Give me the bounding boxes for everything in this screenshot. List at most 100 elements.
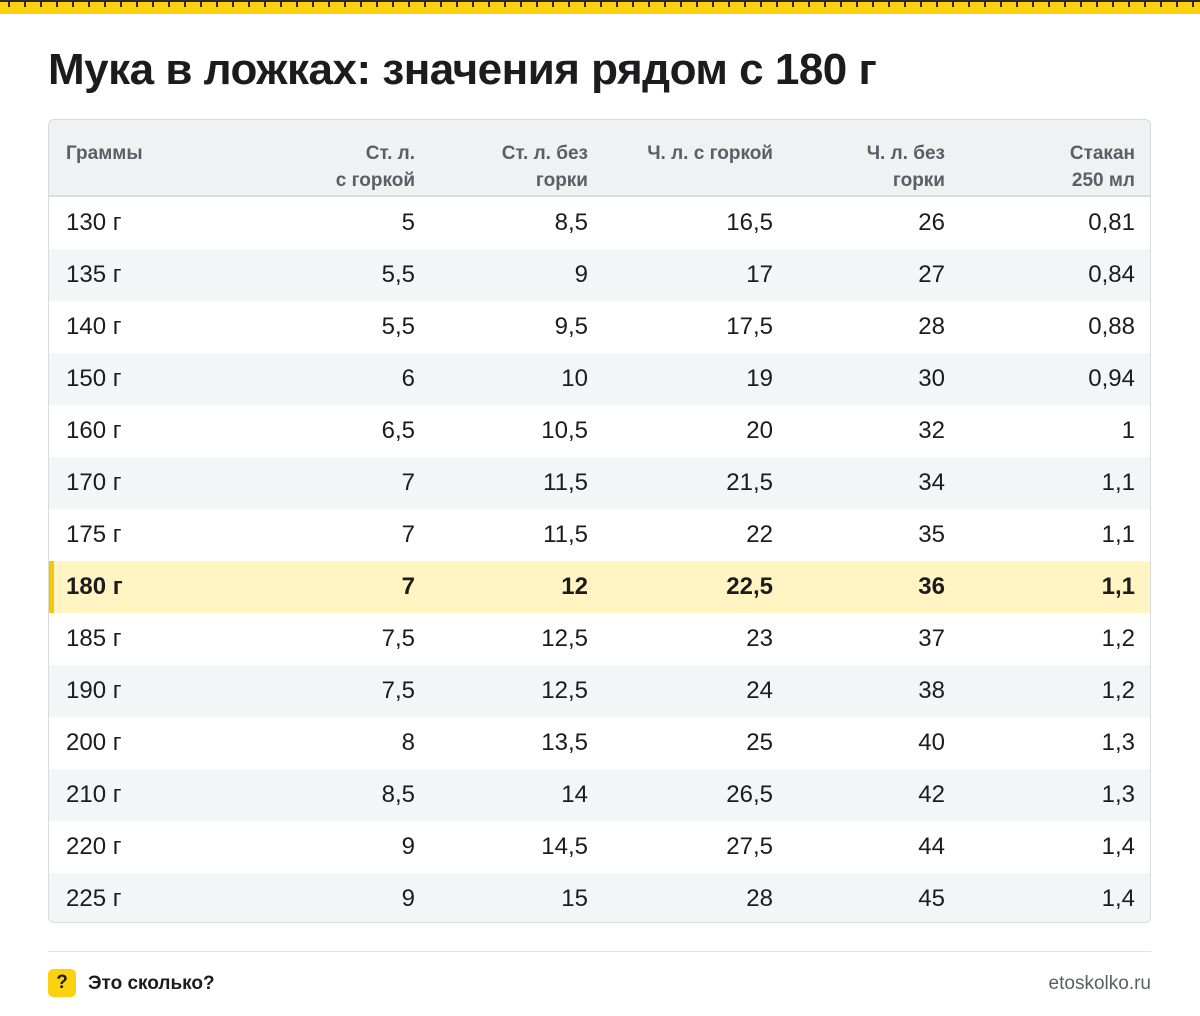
value-cell: 7 [401, 573, 415, 600]
value-cell: 0,84 [1088, 261, 1135, 288]
value-cell: 44 [918, 833, 945, 860]
grams-cell: 130 г [66, 209, 122, 236]
page-title: Мука в ложках: значения рядом с 180 г [48, 45, 877, 94]
table-row: 220 г 9 14,5 27,5 44 1,4 [49, 821, 1150, 873]
column-header-line: Ч. л. без [866, 143, 945, 164]
value-cell: 17 [746, 261, 773, 288]
value-cell: 8 [401, 729, 415, 756]
value-cell: 1,4 [1101, 833, 1135, 860]
value-cell: 30 [918, 365, 945, 392]
value-cell: 38 [918, 677, 945, 704]
value-cell: 1,2 [1101, 625, 1135, 652]
value-cell: 9 [401, 833, 415, 860]
site-url[interactable]: etoskolko.ru [1048, 973, 1151, 994]
table-row: 190 г 7,5 12,5 24 38 1,2 [49, 665, 1150, 717]
value-cell: 1,4 [1101, 885, 1135, 912]
value-cell: 1,1 [1101, 573, 1135, 600]
value-cell: 0,94 [1088, 365, 1135, 392]
value-cell: 7,5 [381, 625, 415, 652]
value-cell: 6 [401, 365, 415, 392]
value-cell: 34 [918, 469, 945, 496]
table-body: 130 г 5 8,5 16,5 26 0,81 135 г 5,5 9 17 27 0,84 140 … [49, 196, 1150, 922]
value-cell: 7 [401, 469, 415, 496]
table-row: 140 г 5,5 9,5 17,5 28 0,88 [49, 301, 1150, 353]
column-header-5: Стакан 250 мл [962, 120, 1150, 196]
table-row: 160 г 6,5 10,5 20 32 1 [49, 405, 1150, 457]
column-header-line: Ст. л. [365, 143, 415, 164]
value-cell: 1,1 [1101, 469, 1135, 496]
column-header-line: Граммы [66, 143, 143, 164]
column-header-3: Ч. л. с горкой [605, 120, 790, 196]
value-cell: 35 [918, 521, 945, 548]
value-cell: 32 [918, 417, 945, 444]
table-header-row: Граммы Ст. л. с горкой Ст. л. без горки Ч. л.… [49, 120, 1150, 196]
grams-cell: 225 г [66, 885, 122, 912]
table-row-highlighted: 180 г 7 12 22,5 36 1,1 [49, 561, 1150, 613]
value-cell: 1,1 [1101, 521, 1135, 548]
value-cell: 5,5 [381, 313, 415, 340]
value-cell: 27,5 [726, 833, 773, 860]
value-cell: 6,5 [381, 417, 415, 444]
table-row: 135 г 5,5 9 17 27 0,84 [49, 249, 1150, 301]
column-header-4: Ч. л. без горки [790, 120, 962, 196]
value-cell: 19 [746, 365, 773, 392]
value-cell: 0,81 [1088, 209, 1135, 236]
question-mark-icon: ? [48, 969, 76, 997]
table-row: 200 г 8 13,5 25 40 1,3 [49, 717, 1150, 769]
value-cell: 9 [574, 261, 588, 288]
grams-cell: 185 г [66, 625, 122, 652]
grams-cell: 140 г [66, 313, 122, 340]
value-cell: 26,5 [726, 781, 773, 808]
table-row: 185 г 7,5 12,5 23 37 1,2 [49, 613, 1150, 665]
value-cell: 1 [1121, 417, 1135, 444]
value-cell: 9 [401, 885, 415, 912]
value-cell: 12 [561, 573, 588, 600]
value-cell: 24 [746, 677, 773, 704]
column-header-line: Ст. л. без [501, 143, 588, 164]
column-header-1: Ст. л. с горкой [249, 120, 432, 196]
column-header-line: Стакан [1069, 143, 1135, 164]
grams-cell: 180 г [49, 561, 249, 613]
value-cell: 27 [918, 261, 945, 288]
value-cell: 17,5 [726, 313, 773, 340]
value-cell: 8,5 [554, 209, 588, 236]
table-row: 175 г 7 11,5 22 35 1,1 [49, 509, 1150, 561]
ruler-strip [0, 0, 1200, 14]
value-cell: 12,5 [541, 677, 588, 704]
value-cell: 9,5 [554, 313, 588, 340]
grams-cell: 200 г [66, 729, 122, 756]
value-cell: 5,5 [381, 261, 415, 288]
value-cell: 37 [918, 625, 945, 652]
column-header-line: с горкой [335, 170, 415, 191]
value-cell: 23 [746, 625, 773, 652]
value-cell: 11,5 [543, 521, 588, 548]
table-row: 225 г 9 15 28 45 1,4 [49, 873, 1150, 922]
value-cell: 0,88 [1088, 313, 1135, 340]
value-cell: 26 [918, 209, 945, 236]
column-header-line: 250 мл [1071, 170, 1135, 191]
grams-cell: 190 г [66, 677, 122, 704]
brand-name: Это сколько? [88, 973, 215, 994]
grams-cell: 220 г [66, 833, 122, 860]
value-cell: 12,5 [541, 625, 588, 652]
column-header-line: горки [892, 170, 945, 191]
grams-cell: 150 г [66, 365, 122, 392]
table-row: 150 г 6 10 19 30 0,94 [49, 353, 1150, 405]
column-header-0: Граммы [49, 120, 249, 196]
value-cell: 16,5 [726, 209, 773, 236]
footer-divider [48, 951, 1151, 952]
value-cell: 7,5 [381, 677, 415, 704]
value-cell: 7 [401, 521, 415, 548]
value-cell: 36 [918, 573, 945, 600]
table-row: 210 г 8,5 14 26,5 42 1,3 [49, 769, 1150, 821]
conversion-table: Граммы Ст. л. с горкой Ст. л. без горки Ч. л.… [48, 119, 1151, 923]
column-header-line: Ч. л. с горкой [647, 143, 773, 164]
value-cell: 13,5 [541, 729, 588, 756]
value-cell: 21,5 [726, 469, 773, 496]
value-cell: 8,5 [381, 781, 415, 808]
value-cell: 1,3 [1101, 729, 1135, 756]
grams-cell: 170 г [66, 469, 122, 496]
value-cell: 20 [746, 417, 773, 444]
grams-cell: 160 г [66, 417, 122, 444]
grams-cell: 135 г [66, 261, 122, 288]
